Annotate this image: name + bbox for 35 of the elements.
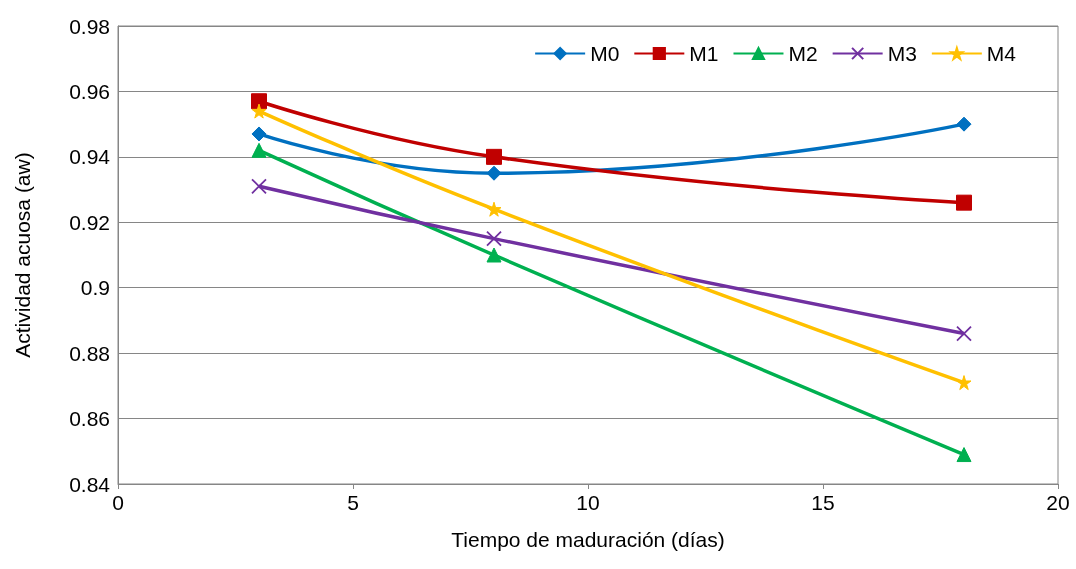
legend-label: M2: [788, 42, 818, 65]
x-axis-title: Tiempo de maduración (días): [451, 528, 725, 551]
y-tick-label: 0.84: [69, 472, 111, 496]
y-tick-label: 0.88: [69, 341, 110, 365]
point: [486, 165, 502, 181]
point: [251, 93, 267, 110]
y-tick-label: 0.9: [80, 276, 110, 300]
point: [956, 447, 972, 463]
point: [251, 126, 267, 142]
x-tick-label: 10: [576, 491, 600, 514]
y-tick-label: 0.94: [69, 145, 111, 169]
point: [251, 103, 267, 119]
y-tick-label: 0.92: [69, 210, 110, 234]
x-tick-label: 5: [347, 491, 359, 514]
point: [251, 178, 267, 195]
x-tick-label: 20: [1046, 491, 1070, 514]
y-axis-title: Actividad acuosa (aw): [11, 152, 34, 358]
legend-label: M3: [887, 42, 917, 65]
point: [486, 230, 502, 247]
y-tick-label: 0.98: [69, 14, 110, 38]
x-tick-label: 0: [112, 491, 124, 514]
point: [486, 201, 502, 217]
x-tick-label: 15: [811, 491, 835, 514]
point: [956, 116, 972, 132]
y-tick-label: 0.86: [69, 407, 110, 431]
legend-label: M1: [689, 42, 719, 65]
legend-label: M4: [986, 42, 1017, 65]
point: [956, 194, 972, 211]
point: [486, 148, 502, 165]
y-tick-label: 0.96: [69, 79, 110, 103]
point: [956, 375, 972, 391]
point: [251, 142, 267, 158]
legend-label: M0: [590, 42, 620, 65]
point: [486, 247, 502, 263]
point: [956, 325, 972, 342]
